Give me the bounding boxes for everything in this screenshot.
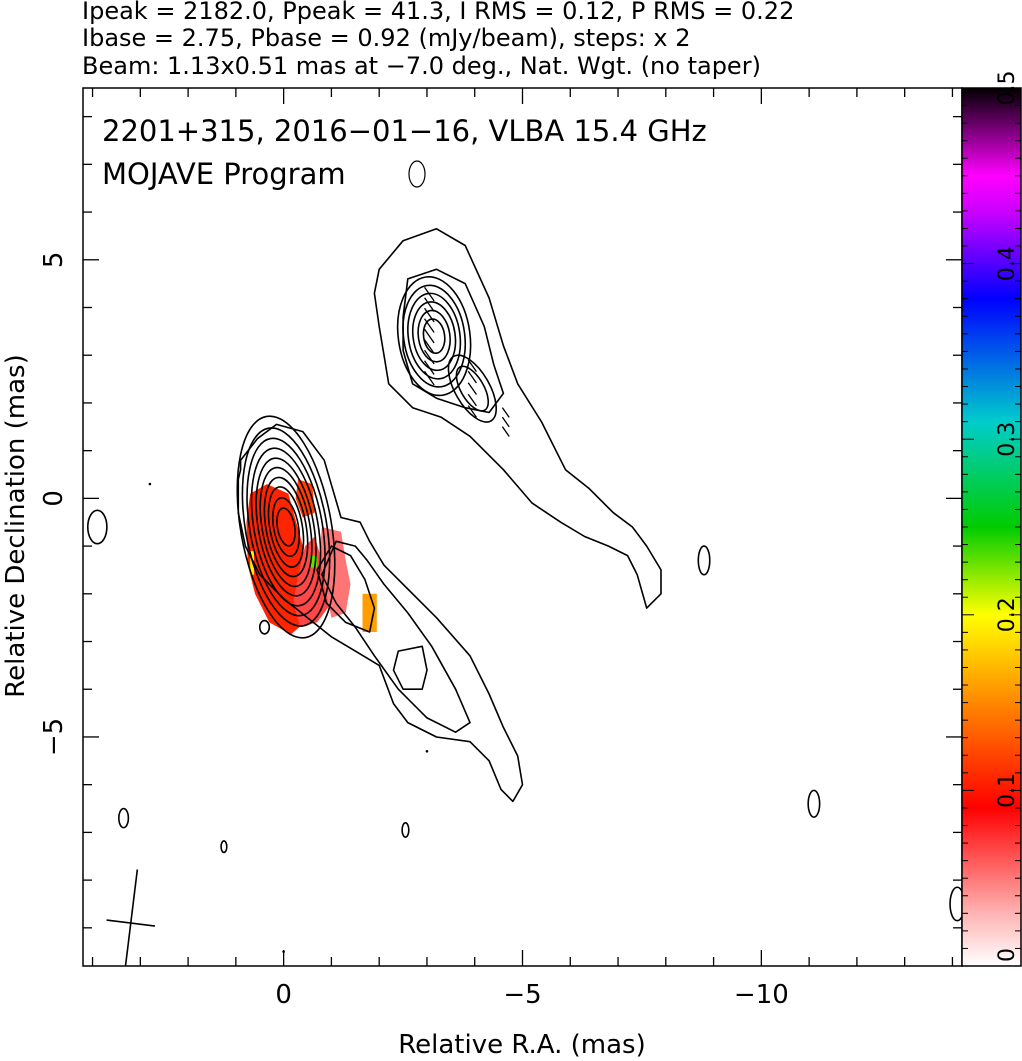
noise-contour xyxy=(949,886,962,922)
noise-contour xyxy=(220,840,228,854)
noise-dot xyxy=(148,482,152,486)
jet-contour-knot xyxy=(392,645,428,690)
colorbar xyxy=(961,87,1022,967)
header-line-1: Ipeak = 2182.0, Ppeak = 41.3, I RMS = 0.… xyxy=(82,0,794,25)
beam-minor-axis xyxy=(106,919,156,927)
x-tick-label: 0 xyxy=(275,980,292,1010)
core-contour xyxy=(255,457,317,597)
noise-contour xyxy=(697,545,711,576)
colorbar-tick-label: 0.1 xyxy=(995,773,1020,808)
core-contour xyxy=(276,507,296,547)
axis-ticks: 0 −5 −10 5 0 −5 xyxy=(39,88,962,1010)
evpa-tick xyxy=(467,382,477,395)
x-tick-label: −10 xyxy=(734,980,789,1010)
core-contour xyxy=(267,486,305,568)
colorbar-tick-label: 0.2 xyxy=(995,597,1020,632)
header-line-2: Ibase = 2.75, Pbase = 0.92 (mJy/beam), s… xyxy=(82,24,691,52)
northern-feature-contour xyxy=(417,309,451,363)
evpa-tick xyxy=(424,339,435,354)
map-subtitle: MOJAVE Program xyxy=(102,157,346,191)
core-contour xyxy=(263,476,309,578)
evpa-tick xyxy=(501,407,510,418)
y-tick-label: 5 xyxy=(39,252,69,269)
evpa-tick xyxy=(424,297,435,312)
northern-feature-contour xyxy=(396,275,472,397)
map-title: 2201+315, 2016−01−16, VLBA 15.4 GHz xyxy=(102,114,707,148)
northern-feature-contour xyxy=(407,292,462,380)
northern-secondary-contour xyxy=(455,365,490,412)
x-tick-label: −5 xyxy=(503,980,541,1010)
core-contour xyxy=(259,466,313,588)
jet-contour-mid xyxy=(321,540,471,733)
north-contour-inner xyxy=(402,268,505,414)
core-contour xyxy=(246,437,326,617)
noise-dot xyxy=(425,749,429,753)
plot-content xyxy=(86,228,962,966)
colorbar-tick-label: 0 xyxy=(995,948,1020,962)
evpa-tick xyxy=(467,405,477,418)
core-contour xyxy=(271,496,301,558)
noise-contour xyxy=(86,509,108,545)
core-contour xyxy=(236,415,336,639)
noise-contour xyxy=(401,822,410,838)
colorbar-tick-label: 0.5 xyxy=(995,71,1020,106)
evpa-tick xyxy=(467,359,477,372)
y-tick-label: 0 xyxy=(39,490,69,507)
evpa-tick xyxy=(424,360,435,375)
colorbar-tick-label: 0.4 xyxy=(995,246,1020,281)
plot-frame xyxy=(82,87,963,967)
evpa-tick xyxy=(424,318,435,333)
jet-contour-outer xyxy=(237,423,524,803)
colorbar-ticks: 0 0.1 0.2 0.3 0.4 0.5 xyxy=(962,71,1021,967)
evpa-tick xyxy=(424,349,435,365)
evpa-tick xyxy=(424,286,435,302)
noise-contour xyxy=(258,619,271,635)
header-line-3: Beam: 1.13x0.51 mas at −7.0 deg., Nat. W… xyxy=(82,52,761,80)
evpa-tick xyxy=(501,426,510,437)
northern-secondary-contour xyxy=(447,354,497,423)
jet-contour-inner xyxy=(316,545,376,633)
noise-contour xyxy=(807,789,821,818)
subtitle-beam-icon xyxy=(408,160,426,188)
northern-feature-contour xyxy=(422,318,446,355)
evpa-tick xyxy=(424,307,435,323)
evpa-tick xyxy=(467,370,477,384)
north-contour-outer xyxy=(373,228,662,609)
colorbar-tick-label: 0.3 xyxy=(995,422,1020,457)
y-tick-label: −5 xyxy=(39,718,69,756)
x-axis-label: Relative R.A. (mas) xyxy=(398,1030,645,1060)
evpa-tick xyxy=(501,416,510,428)
core-contour xyxy=(241,427,331,627)
evpa-tick xyxy=(467,393,477,407)
noise-contour xyxy=(118,807,130,829)
core-contour xyxy=(250,447,322,607)
polarization-pixel-region xyxy=(362,593,377,632)
northern-feature-contour xyxy=(411,301,457,372)
evpa-tick xyxy=(424,370,435,386)
evpa-tick xyxy=(424,328,435,344)
y-axis-label: Relative Declination (mas) xyxy=(1,354,31,697)
northern-feature-contour xyxy=(402,284,467,388)
